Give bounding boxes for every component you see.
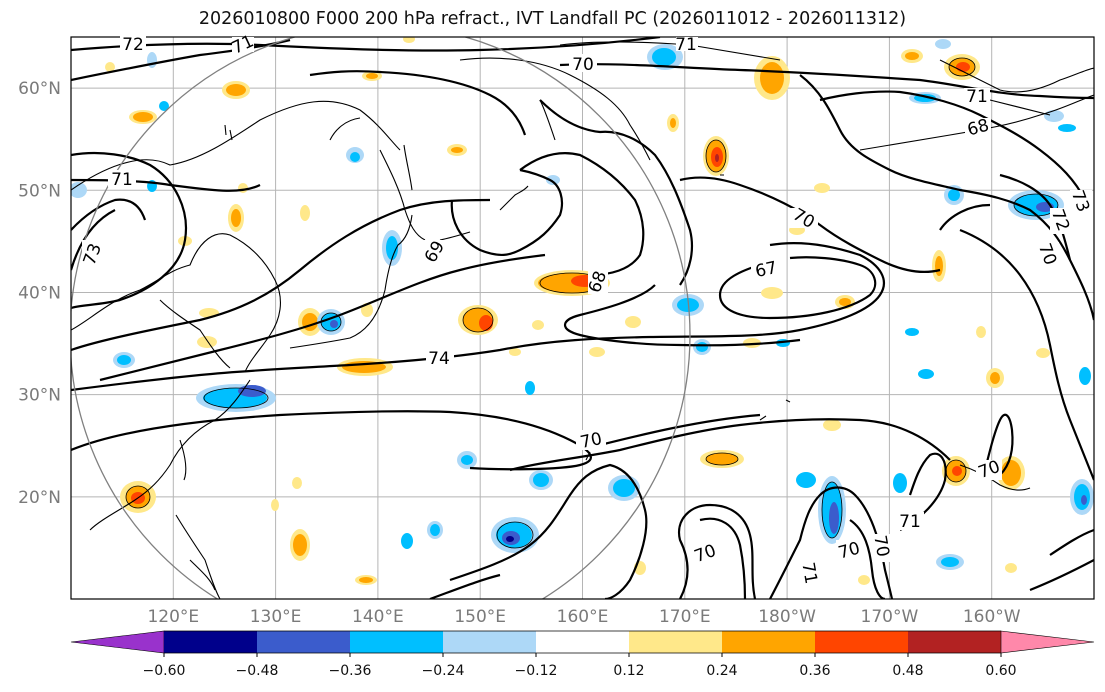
contour-label: 69 <box>421 238 449 267</box>
lon-tick-label: 160°W <box>963 607 1021 627</box>
coastlines <box>71 41 1094 599</box>
colorbar-tick-label: 0.60 <box>985 663 1016 679</box>
contour-label: 67 <box>751 258 781 282</box>
svg-text:71: 71 <box>675 35 697 55</box>
lat-tick-label: 60°N <box>18 79 61 99</box>
colorbar-tick-label: 0.24 <box>706 663 737 679</box>
colorbar-tick-label: 0.48 <box>892 663 923 679</box>
colorbar-swatch <box>70 630 165 654</box>
colorbar-swatch <box>257 631 350 653</box>
svg-text:72: 72 <box>122 35 144 55</box>
contour-label: 70 <box>1034 241 1060 268</box>
negative-anomaly-shading <box>71 39 1094 570</box>
contour-label: 71 <box>896 512 924 532</box>
lon-tick-label: 140°E <box>352 607 404 627</box>
colorbar-swatch <box>536 631 629 653</box>
contour-label: 70 <box>692 541 719 567</box>
lat-tick-label: 20°N <box>18 488 61 508</box>
contour-label: 70 <box>836 539 862 563</box>
contour-label: 72 <box>1047 207 1073 234</box>
contour-label: 68 <box>585 268 611 296</box>
lon-tick-label: 120°E <box>147 607 199 627</box>
lon-tick-label: 180°W <box>758 607 816 627</box>
lat-tick-labels: 20°N 30°N 40°N 50°N 60°N <box>18 79 61 508</box>
colorbar-tick-label: −0.60 <box>143 663 186 679</box>
colorbar-tick-label: 0.12 <box>613 663 644 679</box>
lat-tick-label: 40°N <box>18 283 61 303</box>
map-title: 2026010800 F000 200 hPa refract., IVT La… <box>198 9 907 29</box>
svg-text:71: 71 <box>797 561 820 586</box>
colorbar-swatch <box>722 631 815 653</box>
svg-text:70: 70 <box>572 55 594 75</box>
contour-label: 71 <box>675 35 698 55</box>
map-frame <box>70 36 1095 600</box>
contour-label: 70 <box>869 534 893 562</box>
svg-text:70: 70 <box>579 429 604 453</box>
colorbar-swatch <box>908 631 1001 653</box>
svg-text:71: 71 <box>111 170 133 190</box>
contour-label: 71 <box>108 170 136 190</box>
contour-label: 74 <box>426 348 454 369</box>
colorbar-swatch <box>350 631 443 653</box>
contour-label: 71 <box>964 87 990 107</box>
lon-tick-label: 130°E <box>250 607 302 627</box>
refractivity-contours <box>71 37 1094 599</box>
contour-label: 70 <box>576 429 606 453</box>
contour-label: 71 <box>797 561 821 588</box>
shading-outlines <box>125 57 1059 549</box>
svg-text:67: 67 <box>754 258 779 282</box>
contour-label: 73 <box>80 240 106 268</box>
lon-tick-label: 170°E <box>659 607 711 627</box>
colorbar-tick-label: −0.12 <box>515 663 558 679</box>
colorbar-swatch <box>815 631 908 653</box>
lon-tick-label: 170°W <box>861 607 919 627</box>
colorbar-tick-label: −0.36 <box>329 663 372 679</box>
contour-label: 70 <box>976 457 1003 483</box>
svg-text:71: 71 <box>899 512 921 532</box>
range-circle <box>71 37 691 599</box>
lon-tick-label: 150°E <box>454 607 506 627</box>
contour-label: 72 <box>120 35 146 55</box>
colorbar-swatch <box>443 631 536 653</box>
lat-tick-label: 50°N <box>18 181 61 201</box>
svg-text:71: 71 <box>966 87 988 107</box>
colorbar-tick-label: 0.36 <box>799 663 830 679</box>
colorbar-swatch <box>1000 630 1095 654</box>
contour-label: 70 <box>789 205 818 233</box>
svg-text:74: 74 <box>428 349 450 369</box>
lon-tick-label: 160°E <box>557 607 609 627</box>
colorbar-tick-label: −0.24 <box>422 663 465 679</box>
colorbar: −0.60 −0.48 −0.36 −0.24 −0.12 0.12 0.24 0.36 0.4… <box>70 630 1095 679</box>
lat-tick-label: 30°N <box>18 386 61 406</box>
colorbar-swatch <box>164 631 257 653</box>
contour-labels: 72 71 70 71 71 73 71 68 69 70 68 67 74 7… <box>80 31 1093 588</box>
colorbar-swatch <box>629 631 722 653</box>
lon-tick-labels: 120°E 130°E 140°E 150°E 160°E 170°E 180°W 170°W… <box>147 607 1020 627</box>
contour-label: 70 <box>569 54 597 75</box>
svg-text:70: 70 <box>869 534 892 559</box>
colorbar-tick-label: −0.48 <box>236 663 279 679</box>
